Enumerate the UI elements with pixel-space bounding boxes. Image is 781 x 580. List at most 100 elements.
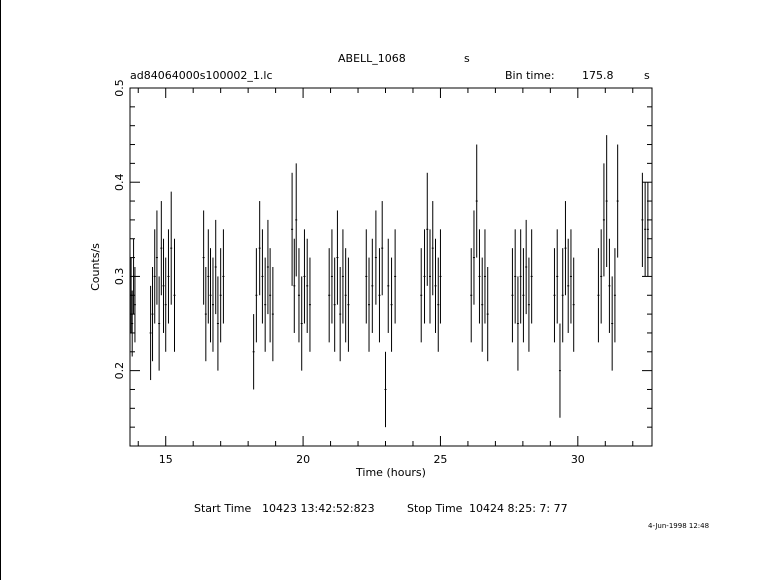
data-point	[303, 229, 306, 324]
data-point	[271, 267, 274, 362]
data-point	[434, 238, 437, 333]
y-axis-label: Counts/s	[89, 243, 102, 291]
y-tick-label: 0.4	[113, 173, 126, 191]
chart-title-suffix: s	[464, 52, 470, 65]
data-point	[371, 238, 374, 333]
x-axis-ticks: 15 20 25 30	[137, 88, 634, 466]
data-point	[486, 267, 489, 362]
data-point	[333, 257, 336, 352]
data-point	[300, 276, 303, 371]
data-point	[306, 238, 309, 333]
data-point	[530, 229, 533, 324]
data-point	[387, 238, 390, 333]
data-point	[600, 229, 603, 324]
data-point	[558, 323, 561, 418]
data-point	[439, 229, 442, 324]
data-point	[608, 238, 611, 333]
data-point	[264, 257, 267, 352]
x-tick-label: 25	[433, 453, 447, 466]
data-point	[368, 257, 371, 352]
y-tick-label: 0.5	[113, 79, 126, 97]
data-point	[420, 248, 423, 343]
data-point	[207, 229, 210, 324]
stop-time-label: Stop Time	[407, 502, 463, 515]
data-point	[394, 229, 397, 324]
data-point	[514, 229, 517, 324]
plot-frame	[129, 87, 653, 447]
data-point	[381, 201, 384, 296]
data-point	[641, 172, 644, 267]
start-time-value: 10423 13:42:52:823	[262, 502, 375, 515]
data-point	[297, 248, 300, 343]
data-point	[613, 248, 616, 343]
data-point	[556, 229, 559, 324]
data-point	[365, 229, 368, 324]
data-point	[429, 229, 432, 324]
chart-subtitle: ad84064000s100002_1.lc	[130, 69, 273, 82]
y-tick-label: 0.2	[113, 362, 126, 380]
data-point	[252, 314, 255, 390]
data-point	[216, 276, 219, 371]
bin-time-unit: s	[644, 69, 650, 82]
data-point	[160, 201, 163, 296]
x-axis-label: Time (hours)	[355, 466, 426, 479]
data-point	[132, 238, 135, 315]
data-point	[258, 201, 261, 296]
data-point	[567, 238, 570, 333]
data-point	[269, 248, 272, 343]
data-point	[170, 191, 173, 305]
data-point	[261, 229, 264, 324]
data-point	[209, 248, 212, 343]
data-point	[339, 267, 342, 362]
data-point	[374, 210, 377, 305]
data-point	[597, 248, 600, 343]
data-point	[151, 267, 154, 362]
data-point	[344, 248, 347, 343]
data-point	[470, 248, 473, 343]
data-point	[155, 210, 158, 305]
data-point	[572, 257, 575, 352]
data-point	[222, 229, 225, 324]
data-point	[330, 229, 333, 324]
data-point	[561, 248, 564, 343]
x-tick-label: 20	[296, 453, 310, 466]
bin-time-label: Bin time:	[505, 69, 555, 82]
data-point	[605, 135, 608, 267]
data-point	[472, 210, 475, 305]
stop-time-value: 10424 8:25: 7: 77	[469, 502, 568, 515]
timestamp-stamp: 4-Jun-1998 12:48	[648, 522, 709, 530]
data-point	[483, 229, 486, 324]
data-point	[293, 238, 296, 333]
data-point	[131, 290, 134, 357]
data-point	[525, 219, 528, 315]
left-border-line	[0, 0, 1, 580]
data-point	[437, 257, 440, 352]
data-point	[602, 163, 605, 277]
bin-time-value: 175.8	[582, 69, 614, 82]
data-point	[336, 210, 339, 305]
data-point	[328, 248, 331, 343]
y-tick-label: 0.3	[113, 268, 126, 286]
data-point	[295, 163, 298, 277]
data-point	[255, 248, 258, 343]
data-point	[167, 229, 170, 324]
data-point	[173, 238, 176, 352]
data-point	[214, 219, 217, 315]
data-point	[202, 210, 205, 305]
data-point	[266, 219, 269, 315]
data-point	[478, 229, 481, 324]
data-point	[527, 257, 530, 352]
data-point	[646, 182, 649, 277]
data-point	[164, 257, 167, 352]
data-point	[204, 267, 207, 362]
data-point	[426, 172, 429, 286]
data-point	[423, 229, 426, 324]
data-point	[644, 182, 647, 277]
data-point	[153, 229, 156, 324]
data-point	[390, 257, 393, 352]
data-point	[481, 257, 484, 352]
y-axis-ticks: 0.2 0.3 0.4 0.5	[113, 79, 652, 447]
data-point	[564, 201, 567, 296]
data-point	[162, 238, 165, 333]
